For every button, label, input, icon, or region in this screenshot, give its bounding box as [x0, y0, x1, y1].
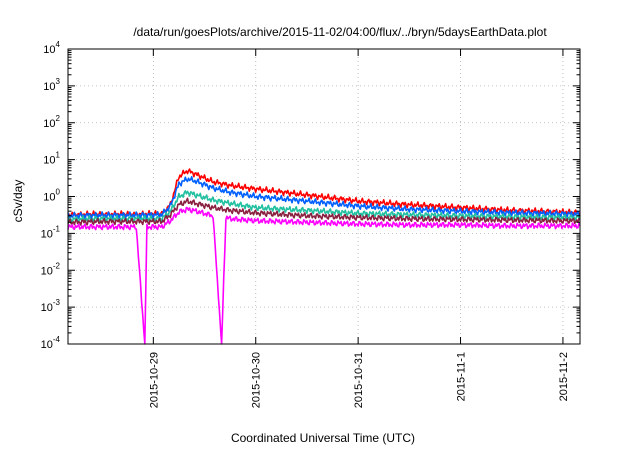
series-line-2 [67, 176, 581, 220]
y-axis-ticks: 10-4 10-3 10-2 10-1 100 101 102 103 104 [41, 40, 580, 351]
y-tick-label: 10-4 [41, 335, 61, 351]
series-line-4 [67, 197, 581, 226]
x-axis-ticks: 2015-10-29 2015-10-30 2015-10-31 2015-11-1 2… [148, 49, 570, 408]
series-line-5 [67, 206, 581, 345]
y-tick-label: 100 [43, 188, 60, 204]
x-axis-label: Coordinated Universal Time (UTC) [231, 431, 415, 445]
y-tick-label: 10-2 [41, 261, 61, 277]
x-tick-label: 2015-10-31 [353, 352, 365, 408]
x-tick-label: 2015-11-2 [558, 352, 570, 401]
y-tick-label: 102 [43, 114, 60, 130]
plot-series [67, 168, 581, 345]
x-tick-label: 2015-10-29 [148, 352, 160, 408]
series-line-3 [67, 190, 581, 224]
y-tick-label: 101 [43, 151, 60, 167]
y-tick-label: 10-3 [41, 298, 61, 314]
y-tick-label: 103 [43, 77, 60, 93]
chart-title: /data/run/goesPlots/archive/2015-11-02/0… [133, 25, 547, 39]
grid-lines [68, 49, 580, 344]
y-tick-label: 10-1 [41, 224, 61, 240]
x-tick-label: 2015-10-30 [251, 352, 263, 408]
x-tick-label: 2015-11-1 [456, 352, 468, 401]
y-axis-label: cSv/day [11, 180, 25, 223]
y-tick-label: 104 [43, 40, 60, 56]
